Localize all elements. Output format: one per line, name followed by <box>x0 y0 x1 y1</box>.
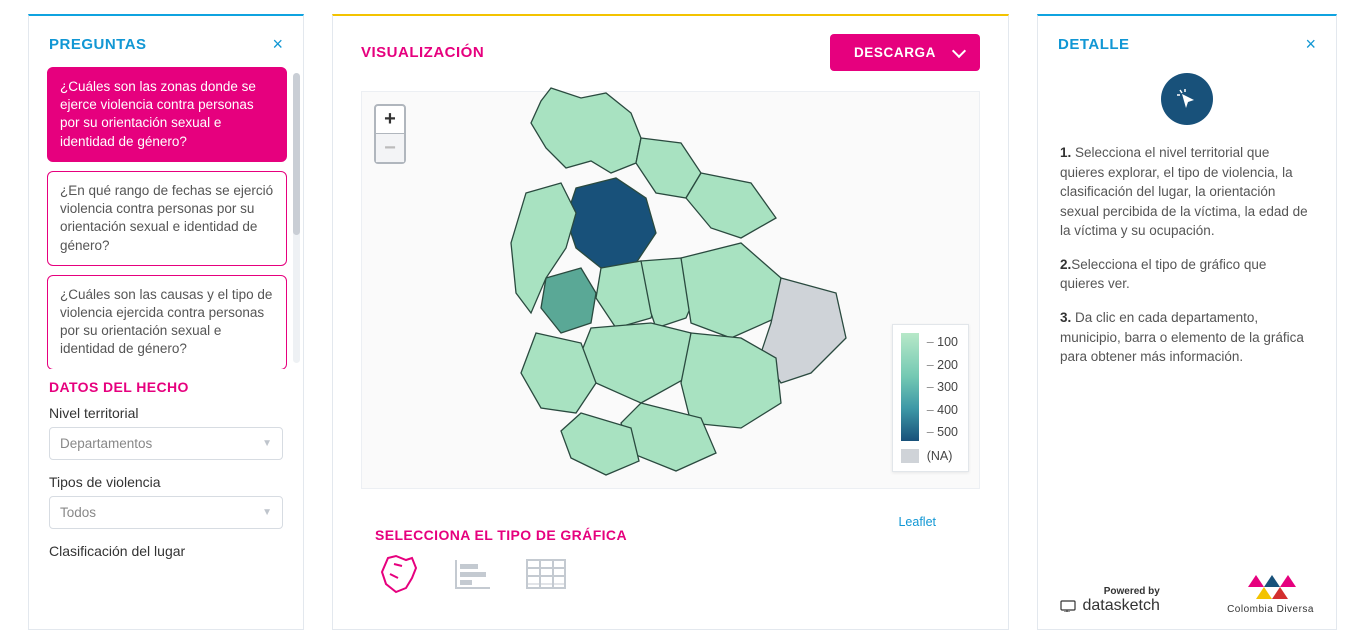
viz-title: VISUALIZACIÓN <box>361 44 484 61</box>
filter-label: Tipos de violencia <box>49 474 283 490</box>
map-region-south-central[interactable] <box>581 323 691 403</box>
datos-del-hecho-title: DATOS DEL HECHO <box>29 369 303 401</box>
leaflet-attribution[interactable]: Leaflet <box>898 515 936 529</box>
chevron-down-icon: ▼ <box>262 438 272 449</box>
pointer-icon-wrap <box>1038 67 1336 143</box>
app-root: PREGUNTAS × ¿Cuáles son las zonas donde … <box>0 0 1365 644</box>
zoom-out-button[interactable]: − <box>376 134 404 162</box>
chart-type-bar-icon[interactable] <box>449 553 495 595</box>
colombia-diversa-logo: Colombia Diversa <box>1227 573 1314 615</box>
select-nivel-territorial[interactable]: Departamentos ▼ <box>49 427 283 460</box>
zoom-in-button[interactable]: + <box>376 106 404 134</box>
right-footer: Powered by datasketch Colombia Diversa <box>1038 559 1336 629</box>
filter-nivel-territorial: Nivel territorial Departamentos ▼ <box>29 401 303 470</box>
detalle-step: 3. Da clic en cada departamento, municip… <box>1060 308 1314 367</box>
choropleth-map[interactable] <box>431 83 911 481</box>
panel-preguntas: PREGUNTAS × ¿Cuáles son las zonas donde … <box>28 14 304 630</box>
question-card[interactable]: ¿Cuáles son las causas y el tipo de viol… <box>47 275 287 369</box>
select-tipos-violencia[interactable]: Todos ▼ <box>49 496 283 529</box>
scrollbar[interactable] <box>293 73 300 363</box>
cursor-click-icon <box>1161 73 1213 125</box>
chart-type-map-icon[interactable] <box>375 553 421 595</box>
map-region-east-plains-1[interactable] <box>681 243 781 338</box>
legend-na-label: (NA) <box>927 449 953 463</box>
filter-label: Clasificación del lugar <box>49 543 283 559</box>
map-region-andes-dark[interactable] <box>566 178 656 268</box>
select-value: Todos <box>60 505 96 520</box>
legend-tick: 400 <box>927 403 958 417</box>
map-region-north-east-2[interactable] <box>686 173 776 238</box>
detalle-title: DETALLE <box>1058 36 1130 53</box>
filter-tipos-violencia: Tipos de violencia Todos ▼ <box>29 470 303 539</box>
map-region-north-coast[interactable] <box>531 88 641 173</box>
detalle-header: DETALLE × <box>1038 16 1336 67</box>
datasketch-logo: Powered by datasketch <box>1060 586 1160 615</box>
chevron-down-icon: ▼ <box>262 507 272 518</box>
legend-ticks: 100 200 300 400 500 <box>927 333 958 441</box>
legend-gradient <box>901 333 919 441</box>
filter-clasificacion-lugar: Clasificación del lugar <box>29 539 303 565</box>
chart-type-table-icon[interactable] <box>523 553 569 595</box>
question-card[interactable]: ¿Cuáles son las zonas donde se ejerce vi… <box>47 67 287 162</box>
close-icon[interactable]: × <box>272 34 283 55</box>
scrollbar-thumb[interactable] <box>293 73 300 235</box>
map-region-west-mid[interactable] <box>541 268 596 333</box>
map-legend: 100 200 300 400 500 (NA) <box>892 324 969 472</box>
panel-visualizacion: VISUALIZACIÓN DESCARGA + − 100 200 300 4… <box>332 14 1009 630</box>
download-button[interactable]: DESCARGA <box>830 34 980 71</box>
legend-tick: 100 <box>927 335 958 349</box>
question-card[interactable]: ¿En qué rango de fechas se ejerció viole… <box>47 171 287 266</box>
legend-tick: 300 <box>927 380 958 394</box>
questions-list: ¿Cuáles son las zonas donde se ejerce vi… <box>47 67 287 369</box>
close-icon[interactable]: × <box>1305 34 1316 55</box>
legend-na: (NA) <box>901 449 958 463</box>
filter-label: Nivel territorial <box>49 405 283 421</box>
legend-na-swatch <box>901 449 919 463</box>
viz-header: VISUALIZACIÓN DESCARGA <box>333 16 1008 77</box>
preguntas-header: PREGUNTAS × <box>29 16 303 67</box>
legend-tick: 500 <box>927 425 958 439</box>
detalle-steps: 1. Selecciona el nivel territorial que q… <box>1038 143 1336 381</box>
zoom-control: + − <box>374 104 406 164</box>
detalle-step: 2.Selecciona el tipo de gráfico que quie… <box>1060 255 1314 294</box>
chart-type-row <box>375 553 980 595</box>
panel-detalle: DETALLE × 1. Selecciona el nivel territo… <box>1037 14 1337 630</box>
select-value: Departamentos <box>60 436 152 451</box>
legend-tick: 200 <box>927 358 958 372</box>
questions-scroll: ¿Cuáles son las zonas donde se ejerce vi… <box>29 67 303 369</box>
map-container[interactable]: + − 100 200 300 400 500 (NA) <box>361 91 980 489</box>
detalle-step: 1. Selecciona el nivel territorial que q… <box>1060 143 1314 241</box>
chart-type-title: SELECCIONA EL TIPO DE GRÁFICA <box>375 527 980 543</box>
preguntas-title: PREGUNTAS <box>49 36 147 53</box>
